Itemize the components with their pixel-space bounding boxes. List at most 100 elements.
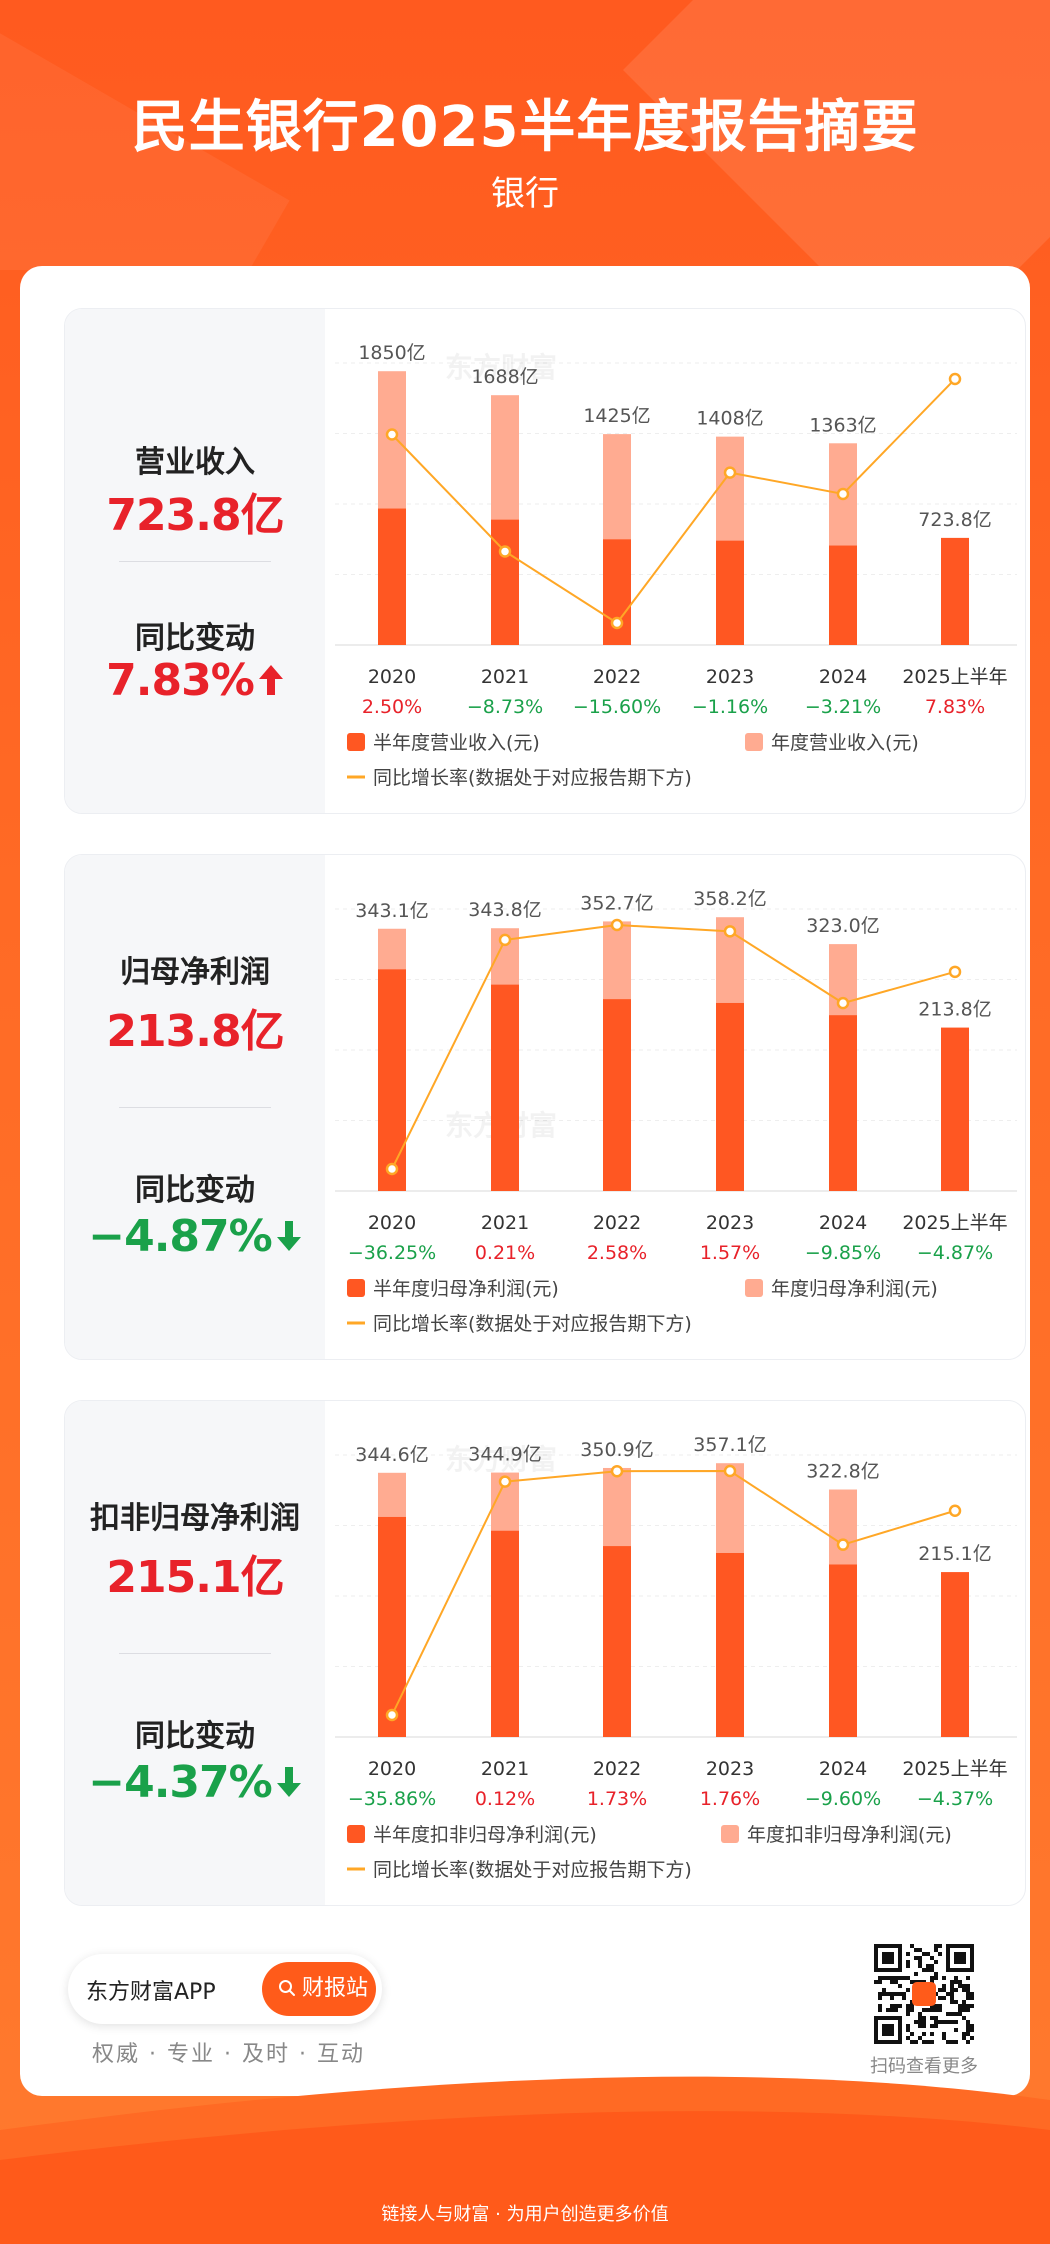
page-title: 民生银行2025半年度报告摘要 — [131, 95, 919, 160]
growth-point — [836, 487, 850, 501]
hero-banner: 民生银行2025半年度报告摘要 银行 — [0, 0, 1050, 270]
x-tick-label: 2024 — [819, 1212, 867, 1234]
legend-swatch — [347, 1279, 365, 1297]
legend-label: 年度营业收入(元) — [771, 732, 919, 754]
x-tick-label: 2023 — [706, 666, 754, 688]
growth-rate-label: −36.25% — [348, 1242, 436, 1264]
legend-swatch — [721, 1825, 739, 1843]
growth-point — [610, 616, 624, 630]
half-year-bar — [603, 1546, 631, 1737]
x-tick-label: 2022 — [593, 1758, 641, 1780]
arrow-up-icon — [254, 655, 284, 706]
half-year-bar — [829, 1564, 857, 1737]
page-subtitle: 银行 — [491, 174, 559, 214]
growth-point — [498, 933, 512, 947]
half-year-bar — [378, 508, 406, 645]
growth-rate-label: −9.60% — [805, 1788, 881, 1810]
revenue-chart: 东方财富 1850亿 2020 2.50% 1688亿 2021 −8.73% 1425亿 20… — [335, 342, 1017, 789]
metric-summary: 营业收入 723.8亿 同比变动 7.83% — [65, 309, 325, 813]
legend-swatch — [347, 1825, 365, 1843]
net-profit-chart: 东方财富343.1亿2020−36.25%343.8亿20210.21%352.… — [335, 888, 1017, 1335]
half-year-bar — [829, 1015, 857, 1191]
bottom-tagline: 链接人与财富 · 为用户创造更多价值 — [381, 2204, 669, 2225]
qr-caption: 扫码查看更多 — [870, 2056, 978, 2077]
growth-point — [723, 466, 737, 479]
growth-rate-label: 2.50% — [362, 696, 422, 718]
yoy-value: −4.87% — [65, 1211, 325, 1262]
half-year-bar — [491, 1530, 519, 1737]
metric-value: 215.1亿 — [106, 1552, 284, 1603]
bar-value-label: 350.9亿 — [580, 1439, 653, 1461]
growth-point — [385, 1162, 399, 1176]
search-icon — [279, 1980, 295, 1996]
bar-value-label: 343.8亿 — [468, 899, 541, 921]
bar-value-label: 1688亿 — [471, 366, 538, 388]
half-year-bar — [941, 537, 969, 645]
half-year-bar — [378, 1516, 406, 1737]
yoy-value: 7.83% — [65, 655, 325, 706]
app-badge[interactable]: 东方财富APP 财报站 — [68, 1954, 382, 2024]
yoy-value-text: −4.37% — [88, 1757, 273, 1808]
growth-point — [498, 1475, 512, 1488]
growth-rate-label: −9.85% — [805, 1242, 881, 1264]
bar-value-label: 1850亿 — [358, 342, 425, 364]
summary-divider — [119, 1653, 271, 1654]
x-tick-label: 2022 — [593, 1212, 641, 1234]
x-tick-label: 2024 — [819, 666, 867, 688]
yoy-value-text: −4.87% — [88, 1211, 273, 1262]
growth-rate-label: −1.16% — [692, 696, 768, 718]
half-year-bar — [829, 545, 857, 645]
legend-label: 半年度扣非归母净利润(元) — [373, 1824, 597, 1846]
bar-value-label: 215.1亿 — [918, 1543, 991, 1565]
legend-label: 同比增长率(数据处于对应报告期下方) — [373, 1313, 692, 1335]
revenue-panel: 营业收入 723.8亿 同比变动 7.83% 东方财富 1850亿 2020 2.50… — [64, 308, 1026, 814]
legend-swatch — [745, 733, 763, 751]
x-tick-label: 2020 — [368, 1758, 416, 1780]
summary-divider — [119, 561, 271, 562]
x-tick-label: 2023 — [706, 1758, 754, 1780]
x-tick-label: 2020 — [368, 1212, 416, 1234]
legend-label: 年度扣非归母净利润(元) — [747, 1824, 952, 1846]
bar-value-label: 357.1亿 — [693, 1434, 766, 1456]
x-tick-label: 2023 — [706, 1212, 754, 1234]
half-year-bar — [941, 1027, 969, 1191]
growth-rate-label: −4.37% — [917, 1788, 993, 1810]
half-year-bar — [491, 984, 519, 1191]
growth-point — [836, 996, 850, 1010]
growth-rate-label: −3.21% — [805, 696, 881, 718]
yoy-value-text: 7.83% — [106, 655, 255, 706]
metric-summary: 扣非归母净利润 215.1亿 同比变动 −4.37% — [65, 1401, 325, 1905]
growth-rate-label: 0.12% — [475, 1788, 535, 1810]
metric-value: 213.8亿 — [106, 1006, 284, 1057]
growth-point — [723, 925, 737, 938]
legend-label: 半年度营业收入(元) — [373, 732, 540, 754]
qr-code-icon[interactable] — [874, 1944, 974, 2044]
bar-value-label: 723.8亿 — [918, 509, 991, 531]
growth-rate-label: 2.58% — [587, 1242, 647, 1264]
growth-point — [723, 1464, 737, 1478]
growth-rate-label: 1.76% — [700, 1788, 760, 1810]
x-tick-label: 2025上半年 — [902, 1758, 1007, 1780]
growth-point — [498, 545, 512, 558]
metric-summary: 归母净利润 213.8亿 同比变动 −4.87% — [65, 855, 325, 1359]
x-tick-label: 2025上半年 — [902, 1212, 1007, 1234]
growth-rate-label: 7.83% — [925, 696, 985, 718]
half-year-bar — [716, 540, 744, 645]
legend-label: 年度归母净利润(元) — [771, 1278, 938, 1300]
yoy-label: 同比变动 — [135, 1173, 255, 1208]
arrow-down-icon — [272, 1757, 302, 1808]
x-tick-label: 2020 — [368, 666, 416, 688]
bar-value-label: 213.8亿 — [918, 999, 991, 1021]
growth-rate-label: −15.60% — [573, 696, 661, 718]
growth-rate-label: 0.21% — [475, 1242, 535, 1264]
growth-point — [385, 428, 399, 441]
growth-point — [948, 1504, 962, 1518]
metric-label: 营业收入 — [135, 445, 255, 480]
growth-rate-label: 1.57% — [700, 1242, 760, 1264]
report-station-button[interactable]: 财报站 — [262, 1962, 376, 2016]
bar-value-label: 343.1亿 — [355, 900, 428, 922]
arrow-down-icon — [272, 1211, 302, 1262]
growth-point — [385, 1708, 399, 1722]
growth-point — [610, 918, 624, 932]
bar-value-label: 1425亿 — [583, 405, 650, 427]
